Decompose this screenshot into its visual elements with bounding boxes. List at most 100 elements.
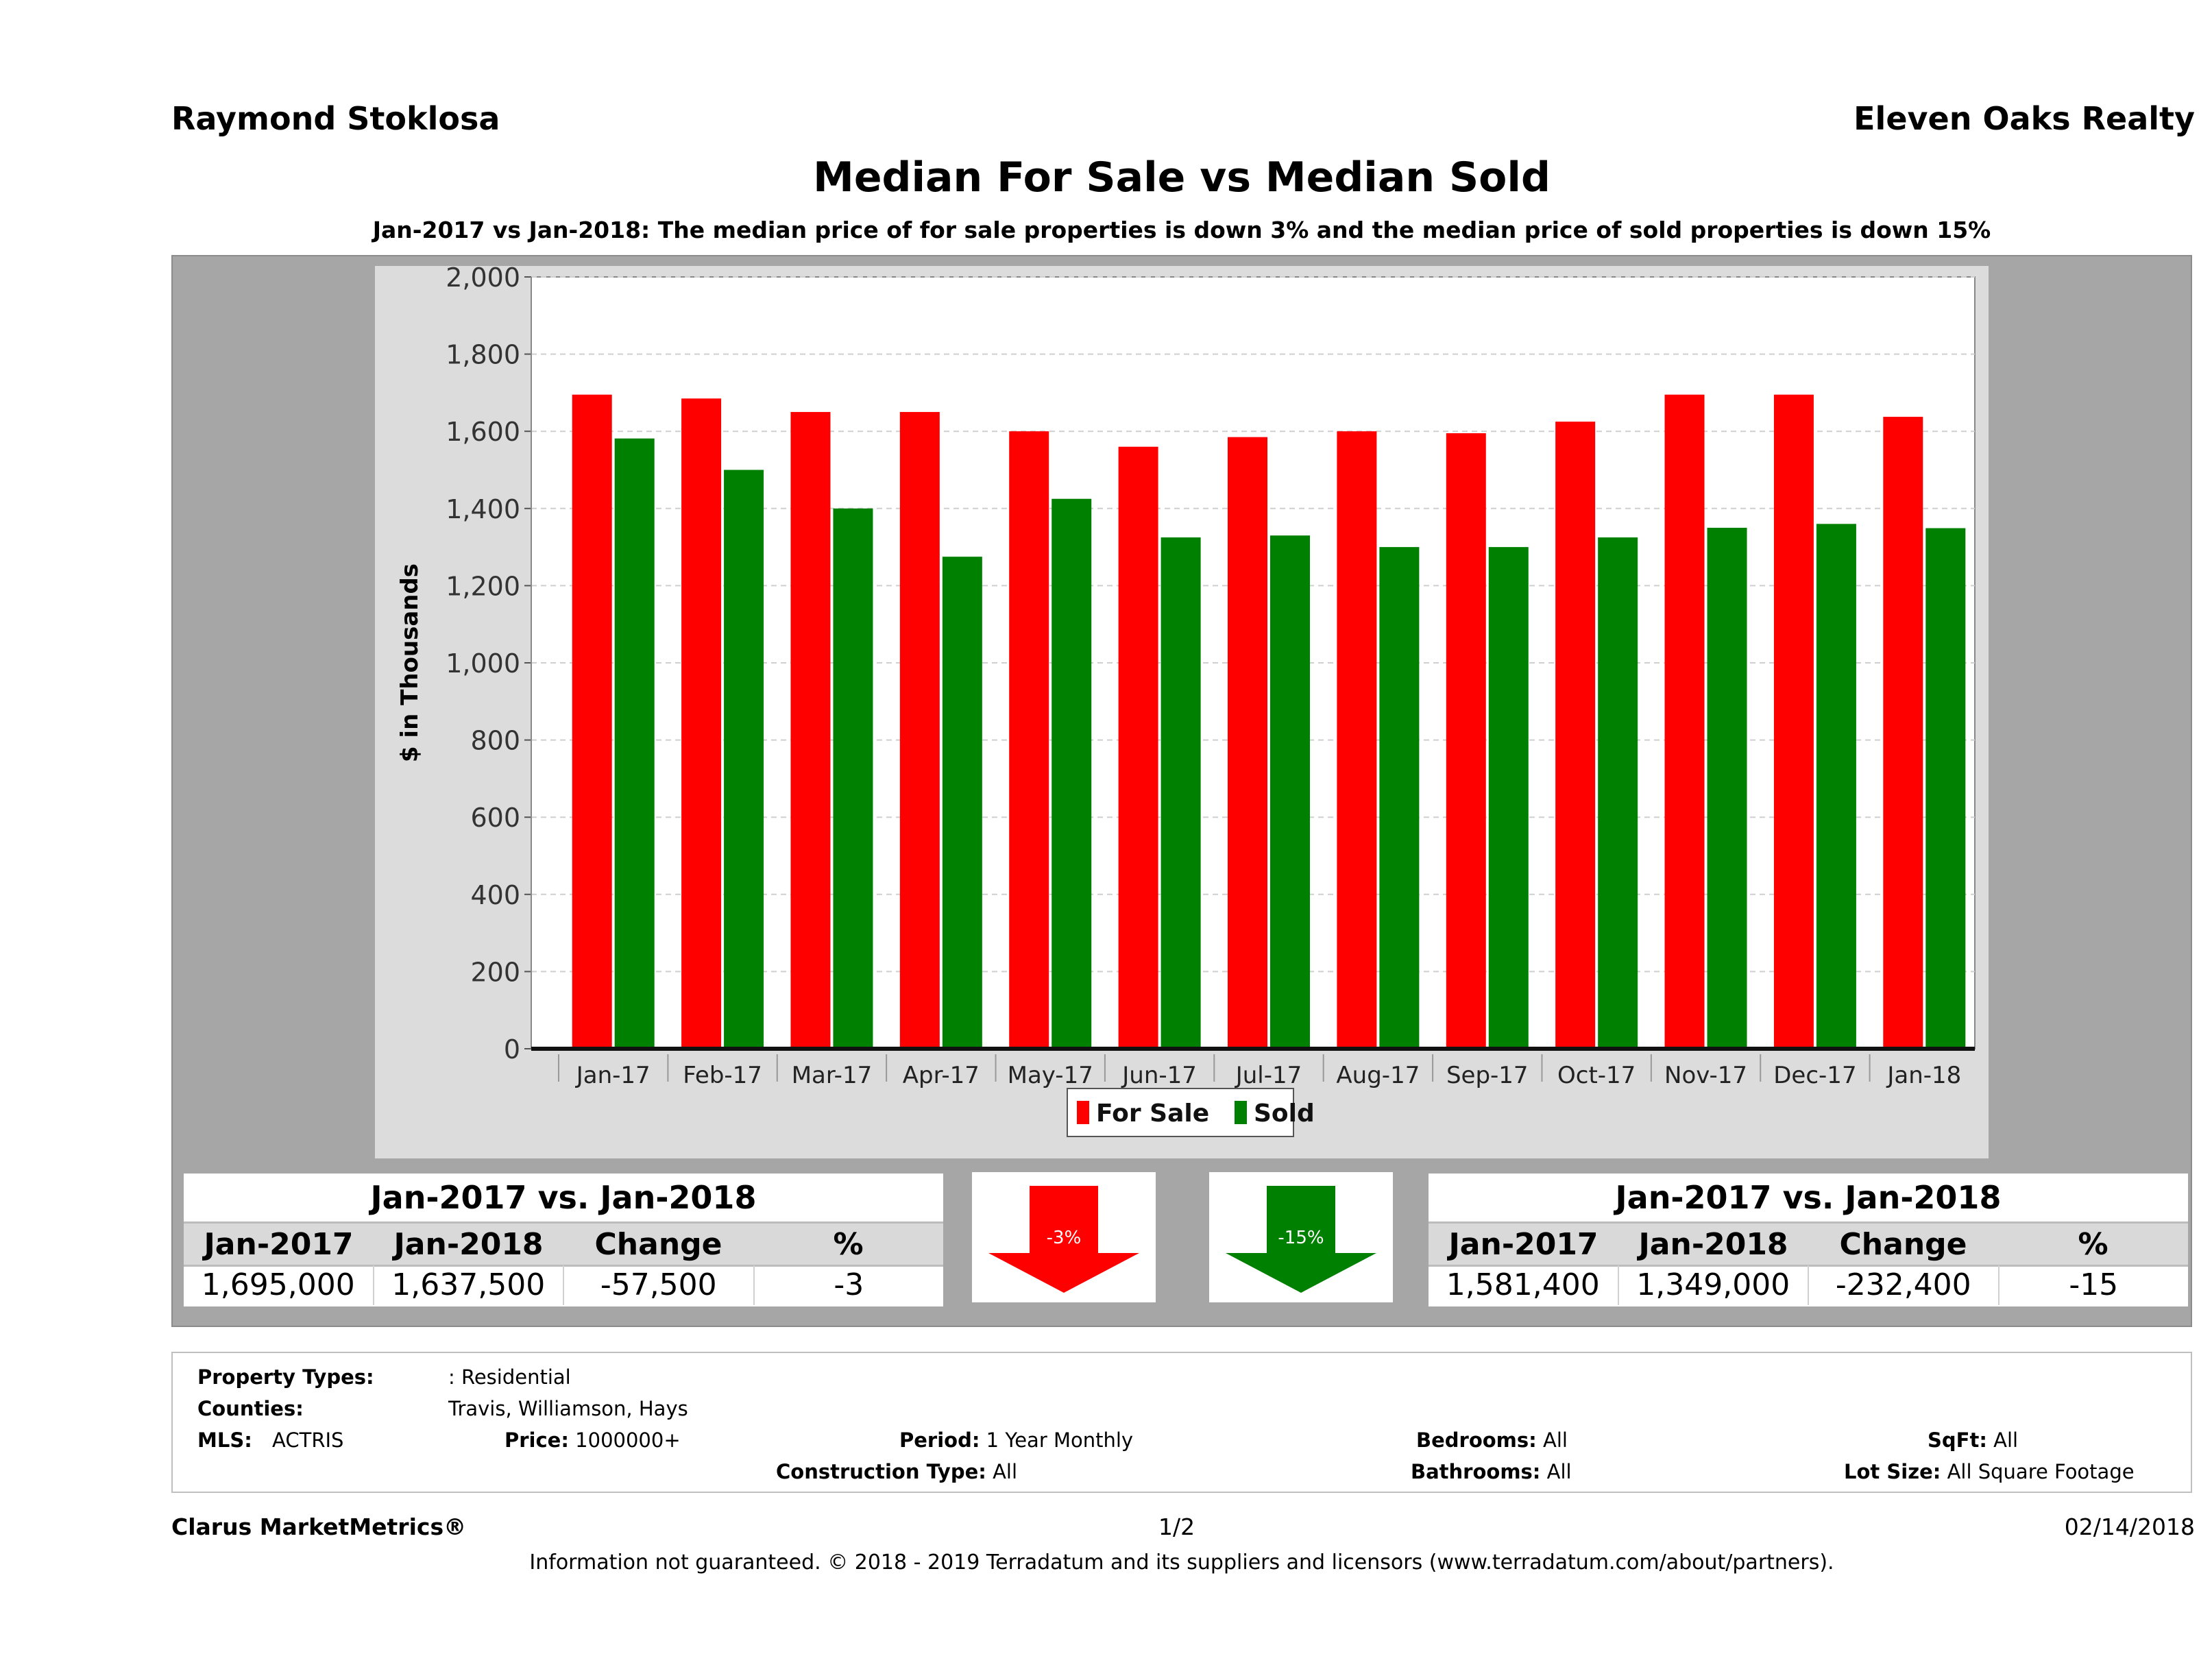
property-types-value: : Residential: [448, 1365, 571, 1389]
legend-swatch: [1235, 1101, 1247, 1124]
y-axis-title: $ in Thousands: [396, 563, 424, 762]
y-tick-label: 600: [470, 803, 520, 833]
bar-sold: [833, 508, 873, 1049]
legend-swatch: [1077, 1101, 1089, 1124]
bar-for-sale: [681, 398, 722, 1049]
bar-chart: 0 200 400 600 800 1,000 1,200 1,400 1,600 1,800 2,…: [396, 266, 1976, 1137]
agent-name: Raymond Stoklosa: [171, 100, 500, 137]
column-header: Jan-2017: [204, 1227, 354, 1262]
cell-value: 1,581,400: [1429, 1265, 1619, 1305]
bar-sold: [1488, 547, 1529, 1049]
bar-for-sale: [1446, 433, 1486, 1049]
y-tick-label: 1,800: [446, 340, 520, 370]
column-header: Change: [594, 1227, 722, 1262]
bar-sold: [1925, 528, 1966, 1049]
for-sale-summary-value-row: 1,695,000 1,637,500 -57,500 -3: [184, 1265, 943, 1305]
cell-value: -57,500: [564, 1265, 755, 1305]
y-tick-label: 0: [504, 1034, 520, 1065]
sold-summary-box: Jan-2017 vs. Jan-2018 Jan-2017 Jan-2018 …: [1429, 1174, 2188, 1306]
footer-brand: Clarus MarketMetrics®: [171, 1513, 467, 1540]
bathrooms-value: All: [1546, 1460, 1572, 1483]
y-tick-label: 1,000: [446, 648, 520, 679]
column-header: Jan-2018: [1638, 1227, 1788, 1262]
legend-label: For Sale: [1096, 1099, 1209, 1128]
cell-value: -3: [834, 1267, 864, 1302]
period-value: 1 Year Monthly: [986, 1428, 1134, 1452]
bar-sold: [1379, 547, 1420, 1049]
counties-label: Counties:: [197, 1397, 304, 1420]
report-date: 02/14/2018: [2064, 1513, 2195, 1540]
down-arrow-icon: -3%: [988, 1186, 1139, 1293]
y-tick-label: 2,000: [446, 266, 520, 293]
cell-value: -15: [2069, 1267, 2119, 1302]
plot-frame: 0 200 400 600 800 1,000 1,200 1,400 1,600 1,800 2,…: [375, 266, 1989, 1158]
property-types-label: Property Types:: [197, 1365, 374, 1389]
y-tick-label: 200: [470, 957, 520, 987]
company-name: Eleven Oaks Realty: [1854, 100, 2195, 137]
column-header: Jan-2018: [393, 1227, 544, 1262]
price-label: Price:: [505, 1428, 569, 1452]
bar-for-sale: [1555, 422, 1596, 1049]
x-tick-label: Jan-18: [1886, 1062, 1961, 1089]
for-sale-change-badge: -3%: [972, 1172, 1156, 1302]
bar-sold: [1052, 498, 1092, 1049]
for-sale-summary-box: Jan-2017 vs. Jan-2018 Jan-2017 Jan-2018 …: [184, 1174, 943, 1306]
down-arrow-icon: -15%: [1226, 1186, 1376, 1293]
bathrooms-label: Bathrooms:: [1411, 1460, 1541, 1483]
legend: [1067, 1088, 1294, 1137]
legend-label: Sold: [1254, 1099, 1315, 1128]
column-header: %: [2078, 1227, 2108, 1262]
x-tick-label: Feb-17: [683, 1062, 762, 1089]
sold-change-badge: -15%: [1209, 1172, 1393, 1302]
x-tick-label: Apr-17: [903, 1062, 980, 1089]
sold-summary-header-row: Jan-2017 Jan-2018 Change %: [1429, 1221, 2188, 1267]
counties-value: Travis, Williamson, Hays: [448, 1397, 688, 1420]
x-tick-label: May-17: [1008, 1062, 1093, 1089]
bar-sold: [1707, 527, 1747, 1049]
x-tick-label: Nov-17: [1664, 1062, 1747, 1089]
construction-type-label: Construction Type:: [776, 1460, 986, 1483]
sqft-label: SqFt:: [1928, 1428, 1987, 1452]
report-title: Median For Sale vs Median Sold: [813, 154, 1551, 202]
column-header: %: [833, 1227, 864, 1262]
x-tick-label: Oct-17: [1557, 1062, 1636, 1089]
bar-sold: [1816, 524, 1856, 1049]
bar-for-sale: [790, 412, 831, 1049]
x-tick-label: Jul-17: [1235, 1062, 1302, 1089]
x-tick-label: Jan-17: [575, 1062, 651, 1089]
column-header: Jan-2017: [1448, 1227, 1599, 1262]
mls-label: MLS:: [197, 1428, 252, 1452]
x-tick-label: Dec-17: [1773, 1062, 1856, 1089]
cell-value: 1,349,000: [1619, 1265, 1809, 1305]
bar-sold: [1160, 537, 1201, 1049]
bar-sold: [614, 438, 655, 1049]
cell-value: 1,695,000: [184, 1265, 374, 1305]
disclaimer: Information not guaranteed. © 2018 - 201…: [529, 1551, 1834, 1574]
x-tick-label: Mar-17: [792, 1062, 873, 1089]
x-tick-label: Sep-17: [1446, 1062, 1529, 1089]
sqft-value: All: [1993, 1428, 2019, 1452]
report-criteria-panel: Property Types: : Residential Counties: …: [171, 1352, 2192, 1493]
y-tick-label: 1,200: [446, 571, 520, 601]
mls-value: ACTRIS: [272, 1428, 344, 1452]
bar-sold: [1598, 537, 1638, 1049]
y-tick-label: 1,600: [446, 417, 520, 447]
report-subtitle: Jan-2017 vs Jan-2018: The median price o…: [372, 217, 1991, 243]
y-tick-label: 1,400: [446, 494, 520, 524]
cell-value: -232,400: [1809, 1265, 2000, 1305]
lot-size-value: All Square Footage: [1947, 1460, 2135, 1483]
lot-size-label: Lot Size:: [1844, 1460, 1941, 1483]
for-sale-summary-title: Jan-2017 vs. Jan-2018: [370, 1179, 757, 1216]
sold-summary-value-row: 1,581,400 1,349,000 -232,400 -15: [1429, 1265, 2188, 1305]
for-sale-summary-header-row: Jan-2017 Jan-2018 Change %: [184, 1221, 943, 1267]
bar-for-sale: [1118, 446, 1158, 1049]
price-value: 1000000+: [575, 1428, 681, 1452]
chart-panel: 0 200 400 600 800 1,000 1,200 1,400 1,600 1,800 2,…: [171, 255, 2192, 1327]
x-tick-label: Aug-17: [1336, 1062, 1420, 1089]
period-label: Period:: [899, 1428, 980, 1452]
bar-for-sale: [1883, 417, 1923, 1049]
bar-sold: [1270, 535, 1310, 1049]
page-number: 1/2: [1158, 1513, 1195, 1540]
arrow-shape: [988, 1186, 1139, 1293]
bedrooms-value: All: [1542, 1428, 1568, 1452]
